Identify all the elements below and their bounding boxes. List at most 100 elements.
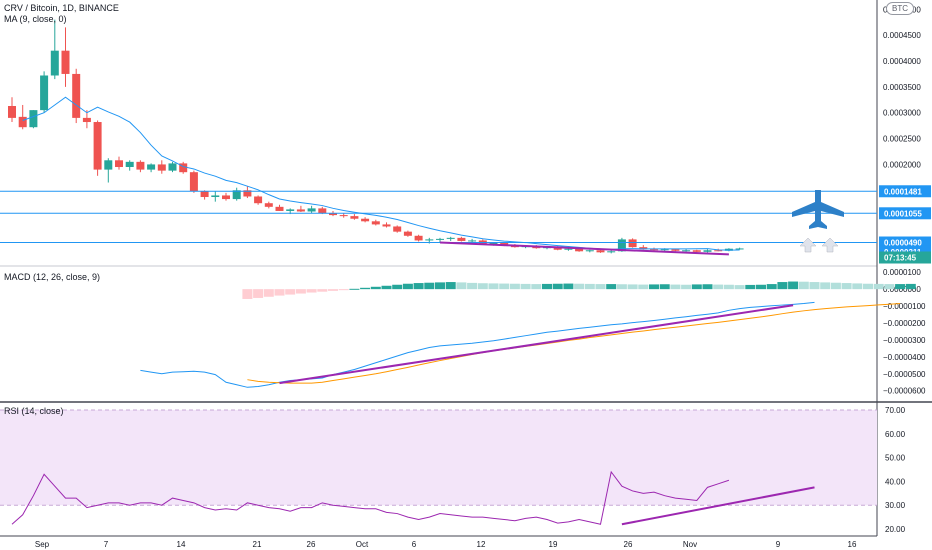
candle-body [650, 249, 658, 251]
macd-histogram-bar [542, 283, 552, 290]
macd-histogram-bar [531, 284, 542, 290]
symbol-title: CRV / Bitcoin, 1D, BINANCE [4, 3, 119, 13]
macd-histogram-bar [606, 284, 617, 290]
macd-histogram-bar [766, 284, 777, 290]
candle-body [18, 116, 27, 128]
candle-body [104, 160, 113, 170]
candle-body [50, 50, 59, 76]
macd-histogram-bar [349, 288, 360, 290]
macd-histogram-bar [713, 284, 724, 290]
candle-body [125, 161, 134, 168]
up-arrow-icon [821, 237, 839, 253]
macd-histogram-bar [338, 289, 349, 291]
candle-body [660, 249, 669, 251]
rsi-tick-label: 20.00 [885, 525, 906, 534]
rsi-tick-label: 50.00 [885, 454, 906, 463]
macd-histogram-bar [285, 289, 296, 295]
currency-badge[interactable]: BTC [886, 2, 914, 15]
price-tick-label: 0.0004500 [883, 31, 921, 40]
macd-tick-label: −0.0000400 [883, 353, 926, 362]
time-tick-label: 21 [253, 540, 262, 549]
candle-body [243, 190, 252, 197]
candle-body [179, 163, 188, 173]
price-label-text: 0.0001481 [884, 187, 922, 196]
time-tick-label: Sep [35, 540, 50, 549]
price-label-box [879, 207, 931, 220]
candle-body [489, 243, 498, 245]
price-label-text: 0.0000490 [884, 239, 922, 248]
candle-body [425, 239, 434, 241]
candle-body [436, 238, 444, 240]
macd-histogram-bar [702, 284, 713, 290]
candle-body [93, 122, 102, 170]
candle-body [136, 161, 145, 170]
macd-histogram-bar [253, 289, 264, 298]
macd-tick-label: −0.0000600 [883, 387, 926, 396]
candle-body [714, 250, 723, 252]
macd-trendline [279, 304, 794, 385]
candle-body [200, 191, 209, 198]
macd-tick-label: −0.0000300 [883, 336, 926, 345]
candle-body [617, 239, 626, 252]
candle-body [8, 106, 16, 118]
time-tick-label: 14 [177, 540, 186, 549]
macd-histogram-bar [788, 281, 799, 290]
macd-histogram-bar [413, 283, 424, 290]
macd-tick-label: 0.0000000 [883, 285, 921, 294]
macd-histogram-bar [520, 283, 531, 290]
time-tick-label: 26 [624, 540, 633, 549]
candle-body [403, 231, 412, 236]
macd-histogram-bar [895, 284, 906, 290]
macd-histogram-bar [595, 284, 606, 290]
candle-body [382, 224, 391, 227]
macd-histogram-bar [670, 284, 681, 290]
candle-body [29, 110, 38, 128]
macd-histogram-bar [424, 282, 435, 290]
macd-tick-label: −0.0000100 [883, 302, 926, 311]
candle-body [371, 221, 380, 225]
macd-histogram-bar [477, 283, 488, 290]
ma-line [22, 96, 740, 251]
macd-histogram-bar [691, 284, 702, 290]
macd-histogram-bar [852, 283, 863, 290]
macd-histogram-bar [681, 284, 692, 290]
candle-body [40, 75, 49, 111]
macd-histogram-bar [552, 283, 563, 290]
rsi-tick-label: 70.00 [885, 406, 906, 415]
macd-histogram-bar [263, 289, 274, 297]
airplane-shape [792, 190, 844, 229]
macd-histogram-bar [841, 283, 852, 290]
candle-body [157, 164, 166, 171]
price-tick-label: 0.0004000 [883, 57, 921, 66]
macd-tick-label: −0.0000500 [883, 370, 926, 379]
macd-histogram-bar [905, 283, 916, 290]
macd-histogram-bar [616, 284, 627, 290]
candle-body [318, 208, 327, 214]
ma-indicator-label: MA (9, close, 0) [4, 14, 67, 24]
macd-histogram-bar [402, 283, 413, 290]
candle-body [607, 251, 616, 253]
candle-body [329, 213, 337, 216]
candle-body [414, 235, 423, 241]
time-tick-label: 16 [848, 540, 857, 549]
macd-histogram-bar [467, 282, 478, 290]
price-tick-label: 0.0002000 [883, 160, 921, 169]
up-arrow-icon [799, 237, 817, 253]
candle-body [703, 250, 712, 252]
macd-tick-label: −0.0000200 [883, 319, 926, 328]
candle-body [628, 239, 637, 248]
candle-body [72, 73, 81, 118]
candle-body [735, 248, 744, 250]
macd-histogram-bar [649, 284, 659, 290]
macd-histogram-bar [756, 284, 766, 290]
candle-body [222, 195, 230, 200]
candle-body [671, 249, 680, 251]
candle-body [361, 218, 370, 222]
rsi-label: RSI (14, close) [4, 406, 64, 416]
candle-body [350, 216, 359, 219]
macd-histogram-bar [295, 289, 306, 294]
rsi-tick-label: 60.00 [885, 430, 906, 439]
candle-body [307, 208, 316, 212]
price-tick-label: 0.0002500 [883, 135, 921, 144]
